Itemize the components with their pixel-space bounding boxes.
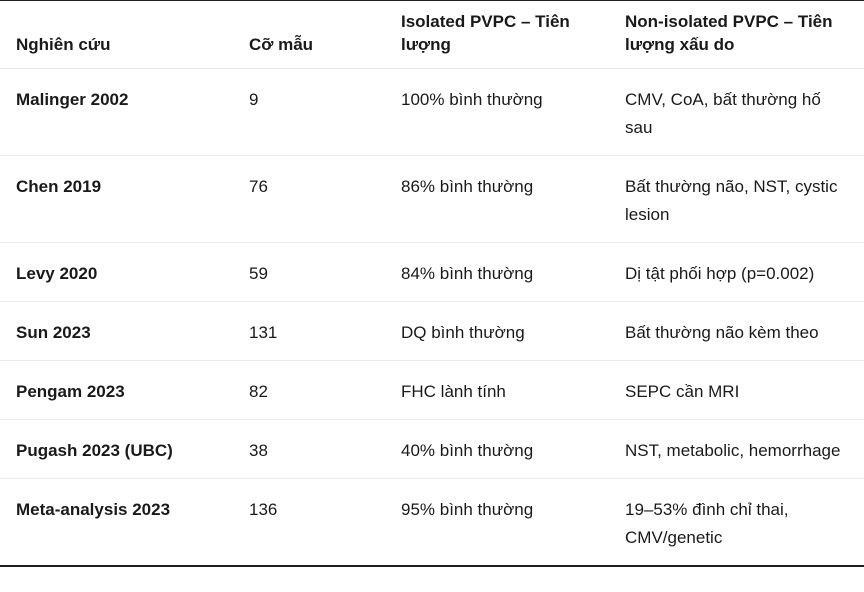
column-header-isolated: Isolated PVPC – Tiên lượng <box>401 0 625 69</box>
cell-sample-size: 82 <box>249 360 401 420</box>
table-row: Meta-analysis 2023 136 95% bình thường 1… <box>0 478 864 566</box>
cell-study: Sun 2023 <box>0 301 249 361</box>
cell-sample-size: 131 <box>249 301 401 361</box>
column-header-non-isolated: Non-isolated PVPC – Tiên lượng xấu do <box>625 0 864 69</box>
cell-non-isolated: Bất thường não kèm theo <box>625 301 864 361</box>
table-row: Malinger 2002 9 100% bình thường CMV, Co… <box>0 68 864 156</box>
cell-non-isolated: Dị tật phối hợp (p=0.002) <box>625 242 864 302</box>
cell-non-isolated: SEPC cần MRI <box>625 360 864 420</box>
cell-non-isolated: Bất thường não, NST, cystic lesion <box>625 155 864 243</box>
cell-study: Pengam 2023 <box>0 360 249 420</box>
cell-isolated: 84% bình thường <box>401 242 625 302</box>
cell-sample-size: 9 <box>249 68 401 156</box>
cell-sample-size: 38 <box>249 419 401 479</box>
pvpc-studies-table: Nghiên cứu Cỡ mẫu Isolated PVPC – Tiên l… <box>0 0 864 567</box>
table-row: Sun 2023 131 DQ bình thường Bất thường n… <box>0 301 864 361</box>
cell-sample-size: 136 <box>249 499 278 519</box>
cell-study: Chen 2019 <box>0 155 249 243</box>
table-header: Nghiên cứu Cỡ mẫu Isolated PVPC – Tiên l… <box>0 0 864 69</box>
table-row: Levy 2020 59 84% bình thường Dị tật phối… <box>0 242 864 302</box>
cell-isolated: 95% bình thường <box>401 499 534 519</box>
cell-sample-size: 76 <box>249 155 401 243</box>
table-row: Pengam 2023 82 FHC lành tính SEPC cần MR… <box>0 360 864 420</box>
cell-isolated: FHC lành tính <box>401 360 625 420</box>
cell-study: Levy 2020 <box>0 242 249 302</box>
cell-sample-size: 59 <box>249 242 401 302</box>
cell-non-isolated: NST, metabolic, hemorrhage <box>625 419 864 479</box>
header-row: Nghiên cứu Cỡ mẫu Isolated PVPC – Tiên l… <box>0 0 864 69</box>
cell-study: Malinger 2002 <box>0 68 249 156</box>
cell-isolated: DQ bình thường <box>401 301 625 361</box>
column-header-study: Nghiên cứu <box>0 0 249 69</box>
cell-study: Meta-analysis 2023 <box>16 499 171 519</box>
table-body: Malinger 2002 9 100% bình thường CMV, Co… <box>0 68 864 566</box>
cell-isolated: 40% bình thường <box>401 419 625 479</box>
cell-isolated: 86% bình thường <box>401 155 625 243</box>
table-row: Pugash 2023 (UBC) 38 40% bình thường NST… <box>0 419 864 479</box>
column-header-sample-size: Cỡ mẫu <box>249 0 401 69</box>
cell-non-isolated: 19–53% đình chỉ thai, CMV/genetic <box>625 499 789 547</box>
cell-study: Pugash 2023 (UBC) <box>0 419 249 479</box>
table-row: Chen 2019 76 86% bình thường Bất thường … <box>0 155 864 243</box>
cell-non-isolated: CMV, CoA, bất thường hố sau <box>625 68 864 156</box>
cell-isolated: 100% bình thường <box>401 68 625 156</box>
